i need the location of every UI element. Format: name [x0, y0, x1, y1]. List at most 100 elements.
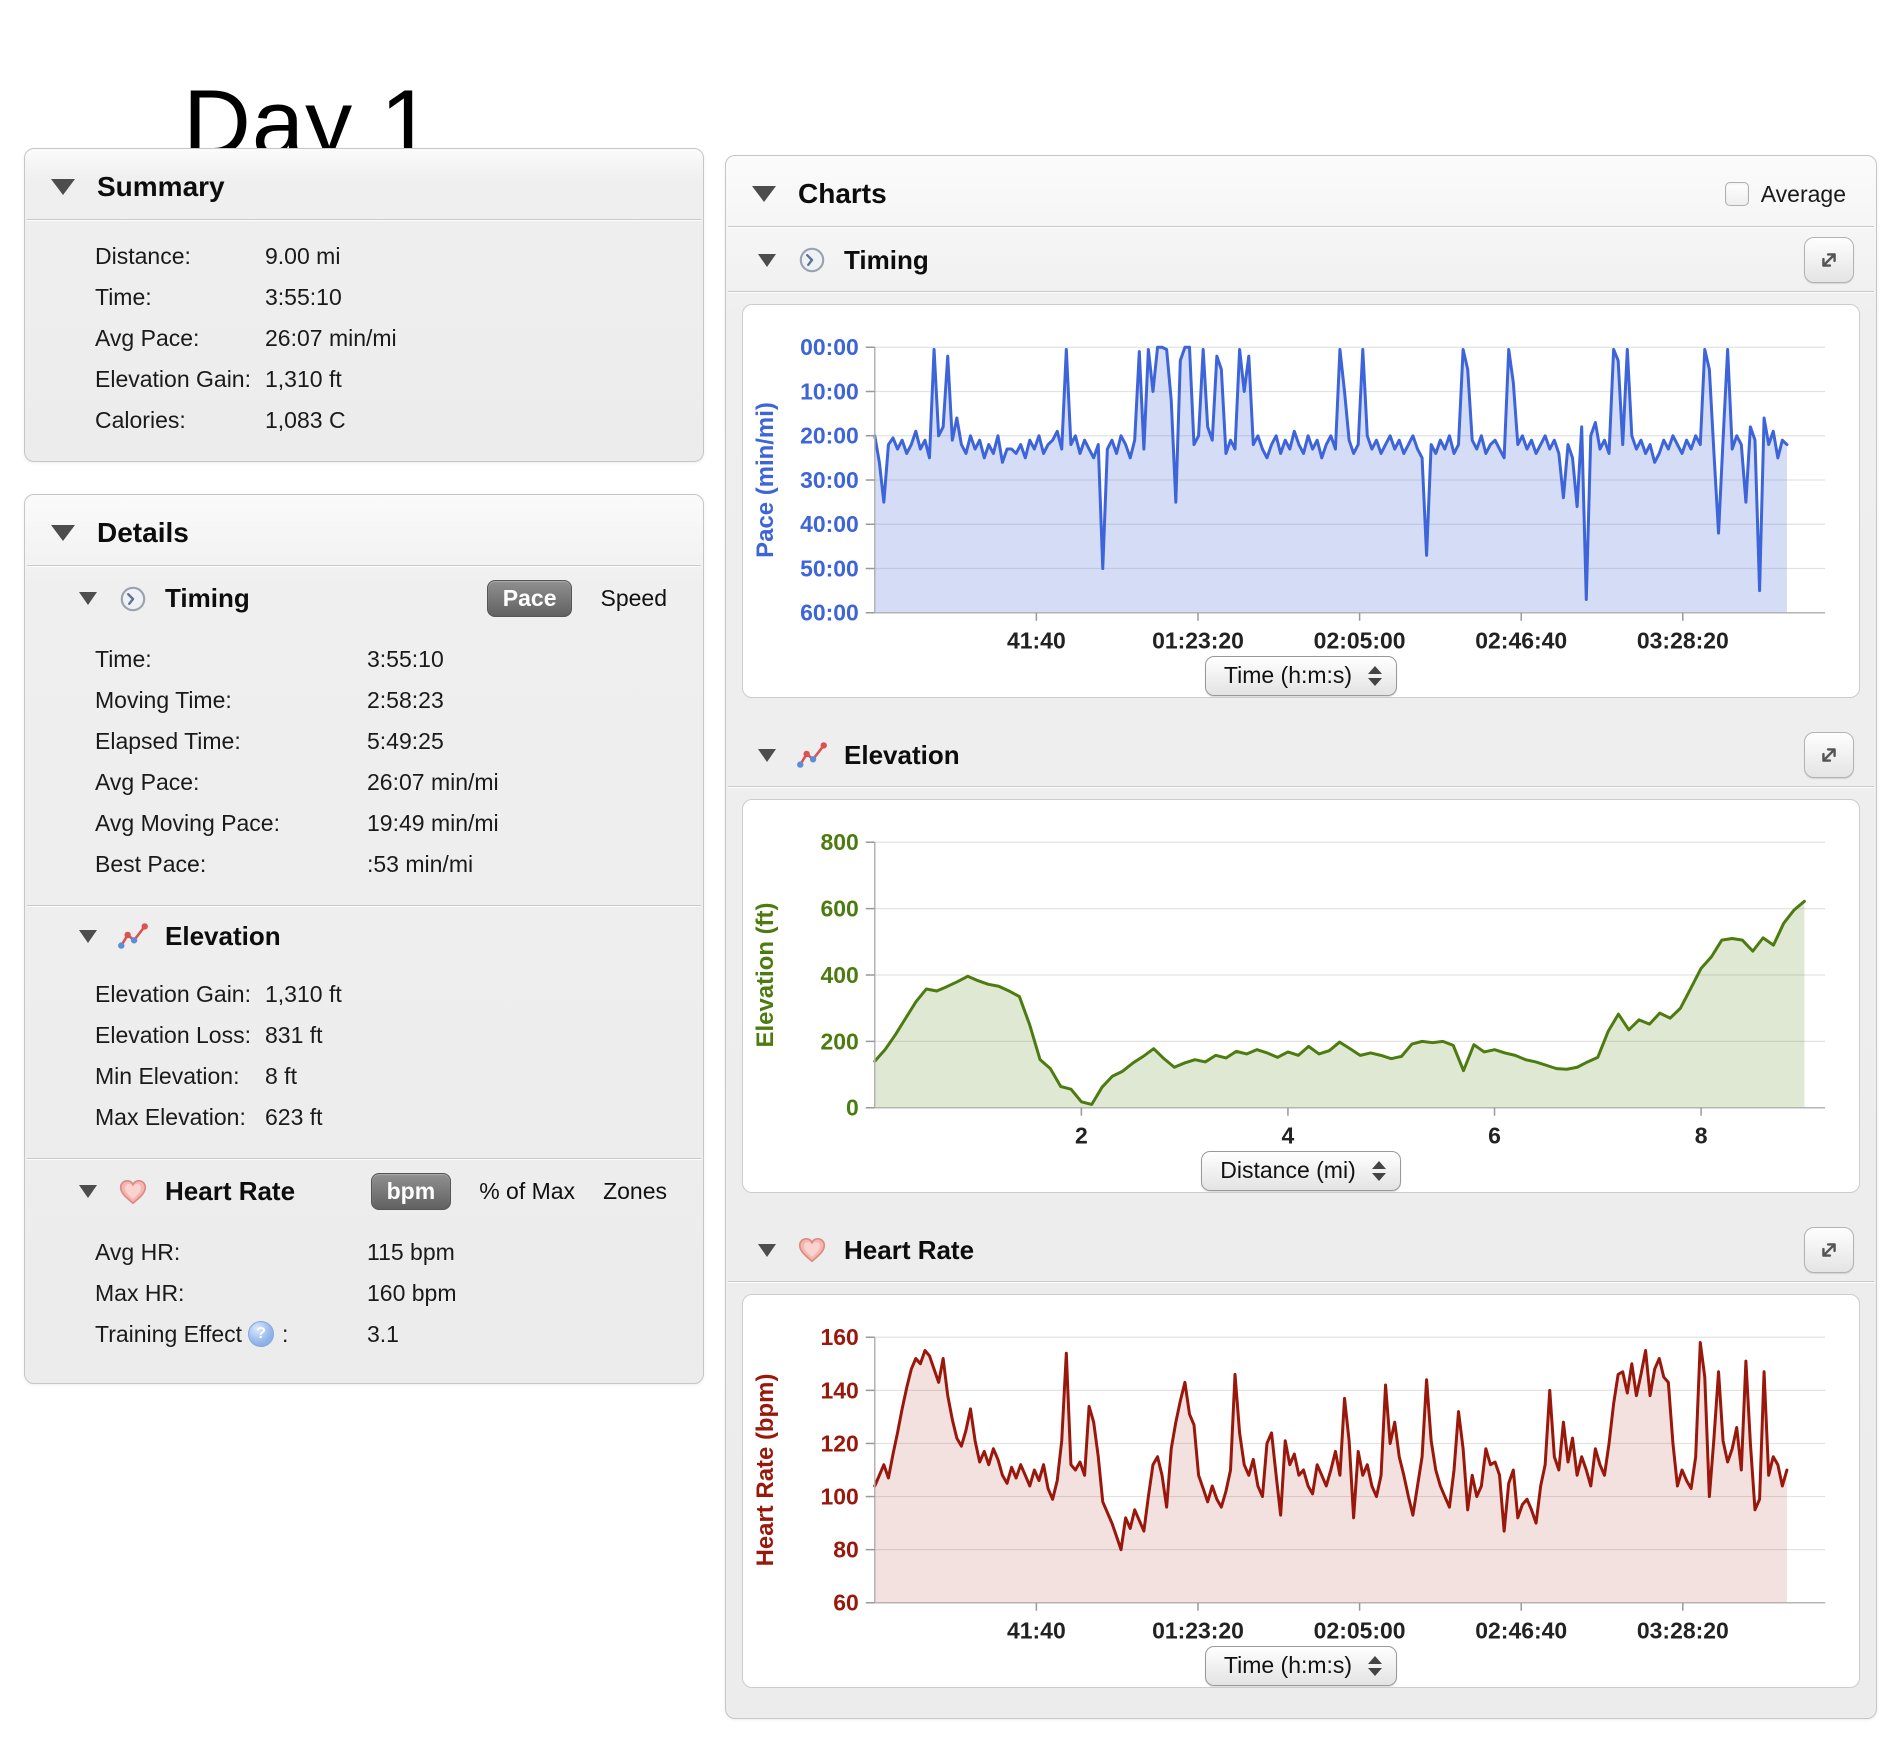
speed-toggle-button[interactable]: Speed — [600, 585, 667, 611]
row-value: 26:07 min/mi — [265, 325, 397, 351]
divider — [728, 786, 1874, 787]
collapse-triangle-icon[interactable] — [79, 592, 97, 605]
heart-rate-chart[interactable]: 60 80 100 120 140 160 41:40 01:23:20 02:05:00 02:… — [743, 1295, 1859, 1652]
detail-row: Best Pace: :53 min/mi — [95, 844, 703, 885]
elevation-chart[interactable]: 0 200 400 600 800 2 4 6 8 Elevation (ft) — [743, 800, 1859, 1157]
collapse-triangle-icon[interactable] — [758, 748, 776, 762]
x-axis-unit-label: Distance (mi) — [1220, 1157, 1356, 1183]
svg-text:40:00: 40:00 — [800, 511, 859, 537]
timing-chart-title: Timing — [844, 244, 929, 275]
heart-rate-rows: Avg HR: 115 bpm Max HR: 160 bpm Training… — [25, 1216, 703, 1383]
average-checkbox[interactable] — [1724, 182, 1749, 206]
heart-icon — [119, 1179, 147, 1204]
collapse-triangle-icon[interactable] — [79, 929, 97, 943]
collapse-triangle-icon[interactable] — [758, 253, 776, 267]
svg-text:100: 100 — [821, 1484, 859, 1510]
svg-text:140: 140 — [821, 1377, 859, 1403]
expand-chart-button[interactable] — [1804, 1227, 1854, 1273]
svg-text:02:05:00: 02:05:00 — [1314, 1618, 1406, 1644]
row-value: :53 min/mi — [367, 851, 474, 877]
heart-rate-subsection-header: Heart Rate bpm % of Max Zones — [25, 1159, 703, 1216]
row-value: 3:55:10 — [265, 284, 342, 310]
detail-row: Avg Pace: 26:07 min/mi — [95, 762, 703, 803]
row-value: 2:58:23 — [367, 687, 444, 713]
row-value: 1,083 C — [265, 407, 346, 433]
divider — [27, 905, 701, 906]
expand-chart-button[interactable] — [1804, 237, 1854, 283]
heart-rate-chart-section-header: Heart Rate — [726, 1217, 1876, 1281]
divider — [27, 1158, 701, 1159]
row-label: Training Effect?: — [95, 1320, 289, 1347]
row-label: Elevation Gain: — [95, 981, 251, 1007]
row-value: 8 ft — [265, 1063, 297, 1089]
svg-text:2: 2 — [1075, 1123, 1088, 1149]
row-label: Time: — [95, 646, 152, 672]
zones-toggle-button[interactable]: Zones — [603, 1178, 667, 1204]
svg-text:20:00: 20:00 — [800, 423, 859, 449]
timing-chart[interactable]: 00:00 10:00 20:00 30:00 40:00 50:00 60:00 41:40… — [743, 305, 1859, 662]
expand-arrows-icon — [1822, 253, 1836, 267]
row-label: Time: — [95, 284, 152, 310]
elevation-subsection-header: Elevation — [25, 906, 703, 958]
elevation-x-axis-unit-select[interactable]: Distance (mi) — [1201, 1151, 1401, 1191]
row-value: 623 ft — [265, 1104, 323, 1130]
svg-text:Pace (min/mi): Pace (min/mi) — [752, 402, 779, 558]
svg-text:03:28:20: 03:28:20 — [1637, 628, 1729, 654]
row-value: 1,310 ft — [265, 366, 342, 392]
select-stepper-icon — [1368, 665, 1383, 686]
x-axis-unit-label: Time (h:m:s) — [1223, 662, 1353, 688]
row-label: Elapsed Time: — [95, 728, 241, 754]
svg-text:600: 600 — [821, 896, 859, 922]
row-label: Max HR: — [95, 1280, 185, 1306]
summary-row: Time: 3:55:10 — [95, 277, 703, 318]
row-value: 3.1 — [367, 1321, 399, 1347]
row-value: 1,310 ft — [265, 981, 342, 1007]
help-icon[interactable]: ? — [248, 1320, 275, 1347]
row-label: Avg HR: — [95, 1239, 181, 1265]
detail-row: Elevation Gain: 1,310 ft — [95, 974, 703, 1015]
collapse-triangle-icon[interactable] — [758, 1243, 776, 1257]
svg-text:400: 400 — [821, 962, 859, 988]
percent-of-max-toggle-button[interactable]: % of Max — [479, 1178, 576, 1204]
row-label: Min Elevation: — [95, 1063, 240, 1089]
expand-chart-button[interactable] — [1804, 732, 1854, 778]
svg-text:160: 160 — [821, 1324, 859, 1350]
heart-rate-x-axis-unit-select[interactable]: Time (h:m:s) — [1204, 1646, 1398, 1686]
timing-x-axis-unit-select[interactable]: Time (h:m:s) — [1204, 656, 1398, 696]
heart-rate-chart-title: Heart Rate — [844, 1234, 975, 1265]
svg-text:Heart Rate (bpm): Heart Rate (bpm) — [752, 1374, 779, 1567]
heart-icon — [798, 1237, 826, 1263]
svg-text:02:46:40: 02:46:40 — [1475, 628, 1567, 654]
row-label: Elevation Gain: — [95, 366, 251, 392]
select-stepper-icon — [1368, 1655, 1383, 1676]
row-value: 115 bpm — [367, 1239, 455, 1265]
row-label: Avg Pace: — [95, 325, 200, 351]
svg-text:800: 800 — [821, 829, 859, 855]
summary-title: Summary — [97, 171, 225, 202]
expand-arrows-icon — [1822, 1243, 1836, 1257]
detail-row: Training Effect?: 3.1 — [95, 1314, 703, 1355]
svg-text:60:00: 60:00 — [800, 600, 859, 626]
row-label: Elevation Loss: — [95, 1022, 251, 1048]
detail-row: Avg Moving Pace: 19:49 min/mi — [95, 803, 703, 844]
collapse-triangle-icon[interactable] — [752, 186, 776, 202]
timing-chart-card: 00:00 10:00 20:00 30:00 40:00 50:00 60:00 41:40… — [742, 304, 1860, 698]
svg-text:0: 0 — [846, 1095, 859, 1121]
summary-row: Avg Pace: 26:07 min/mi — [95, 318, 703, 359]
detail-row: Max Elevation: 623 ft — [95, 1097, 703, 1138]
collapse-triangle-icon[interactable] — [51, 525, 75, 541]
row-label: Best Pace: — [95, 851, 207, 877]
summary-row: Distance: 9.00 mi — [95, 236, 703, 277]
svg-text:80: 80 — [833, 1537, 859, 1563]
collapse-triangle-icon[interactable] — [51, 179, 75, 195]
row-value: 831 ft — [265, 1022, 323, 1048]
collapse-triangle-icon[interactable] — [79, 1185, 97, 1198]
timing-chart-section-header: Timing — [726, 227, 1876, 291]
svg-text:41:40: 41:40 — [1007, 1618, 1066, 1644]
bpm-toggle-button[interactable]: bpm — [370, 1173, 452, 1210]
svg-text:41:40: 41:40 — [1007, 628, 1066, 654]
pace-toggle-button[interactable]: Pace — [486, 580, 573, 617]
elevation-chart-title: Elevation — [844, 739, 960, 770]
detail-row: Min Elevation: 8 ft — [95, 1056, 703, 1097]
row-value: 19:49 min/mi — [367, 810, 499, 836]
